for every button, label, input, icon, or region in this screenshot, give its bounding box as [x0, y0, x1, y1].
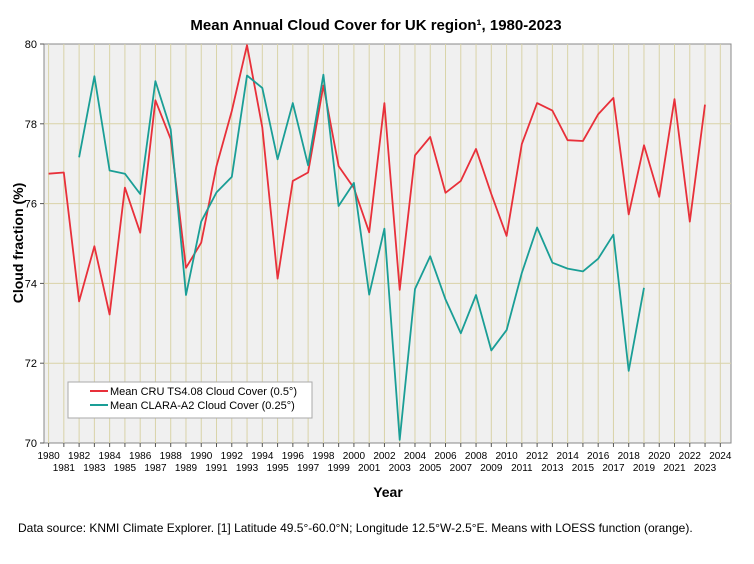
y-tick-label: 72 [25, 358, 37, 370]
legend: Mean CRU TS4.08 Cloud Cover (0.5°) Mean … [67, 381, 313, 419]
x-tick-label: 1992 [221, 451, 244, 462]
x-tick-label: 1996 [282, 451, 305, 462]
x-tick-label: 1991 [205, 463, 228, 474]
x-tick-label: 2015 [572, 463, 595, 474]
x-tick-label: 2004 [404, 451, 427, 462]
x-tick-label: 2006 [434, 451, 457, 462]
x-tick-label: 1993 [236, 463, 259, 474]
x-axis-label: Year [373, 484, 403, 500]
x-tick-label: 2024 [709, 451, 732, 462]
x-tick-label: 1982 [68, 451, 91, 462]
x-tick-label: 2005 [419, 463, 442, 474]
y-tick-label: 78 [25, 119, 37, 131]
x-tick-label: 2008 [465, 451, 488, 462]
x-tick-label: 1997 [297, 463, 320, 474]
series-lines [48, 44, 706, 441]
y-tick-label: 76 [25, 199, 37, 211]
x-tick-label: 2020 [648, 451, 671, 462]
x-tick-label: 1987 [144, 463, 167, 474]
x-tick-label: 1985 [114, 463, 137, 474]
x-tick-label: 2021 [663, 463, 686, 474]
y-tick-labels: 70 72 74 76 78 80 [25, 39, 37, 450]
x-tick-label: 2017 [602, 463, 625, 474]
x-gridlines [48, 44, 721, 447]
x-tick-label: 1994 [251, 451, 274, 462]
x-tick-label: 1990 [190, 451, 213, 462]
series-line-cru [48, 44, 706, 316]
x-tick-label: 1980 [37, 451, 60, 462]
x-tick-label: 1999 [328, 463, 351, 474]
x-tick-label: 1986 [129, 451, 152, 462]
x-tick-label: 2001 [358, 463, 381, 474]
legend-label-cru: Mean CRU TS4.08 Cloud Cover (0.5°) [110, 386, 297, 398]
chart-title: Mean Annual Cloud Cover for UK region¹, … [190, 17, 561, 34]
x-tick-label: 1983 [83, 463, 106, 474]
x-tick-label: 1981 [53, 463, 76, 474]
x-tick-labels: 1980 1982 1984 1986 1988 1990 1992 1994 1996 1998… [37, 451, 731, 474]
y-axis-label: Cloud fraction (%) [10, 183, 26, 304]
x-tick-label: 2012 [526, 451, 549, 462]
legend-box [67, 381, 313, 419]
series-line-clara [78, 73, 645, 441]
x-tick-label: 2016 [587, 451, 610, 462]
x-tick-label: 1989 [175, 463, 198, 474]
x-tick-label: 2007 [450, 463, 473, 474]
x-tick-label: 2000 [343, 451, 366, 462]
x-tick-label: 2014 [557, 451, 580, 462]
x-tick-label: 1998 [312, 451, 335, 462]
x-tick-label: 2002 [373, 451, 396, 462]
y-tick-label: 80 [25, 39, 37, 51]
legend-label-clara: Mean CLARA-A2 Cloud Cover (0.25°) [110, 400, 295, 412]
footnote: Data source: KNMI Climate Explorer. [1] … [18, 521, 693, 535]
chart: Mean Annual Cloud Cover for UK region¹, … [10, 17, 732, 500]
x-tick-label: 2011 [511, 463, 533, 474]
x-tick-label: 1995 [266, 463, 289, 474]
x-tick-label: 2010 [495, 451, 518, 462]
y-tick-label: 74 [25, 278, 37, 290]
x-tick-label: 2023 [694, 463, 717, 474]
x-tick-label: 2018 [618, 451, 641, 462]
x-tick-label: 2003 [389, 463, 412, 474]
x-tick-label: 2022 [679, 451, 702, 462]
y-tick-label: 70 [25, 438, 37, 450]
x-tick-label: 2013 [541, 463, 564, 474]
x-tick-label: 1988 [160, 451, 183, 462]
x-tick-label: 2019 [633, 463, 656, 474]
x-tick-label: 2009 [480, 463, 503, 474]
x-tick-label: 1984 [99, 451, 122, 462]
